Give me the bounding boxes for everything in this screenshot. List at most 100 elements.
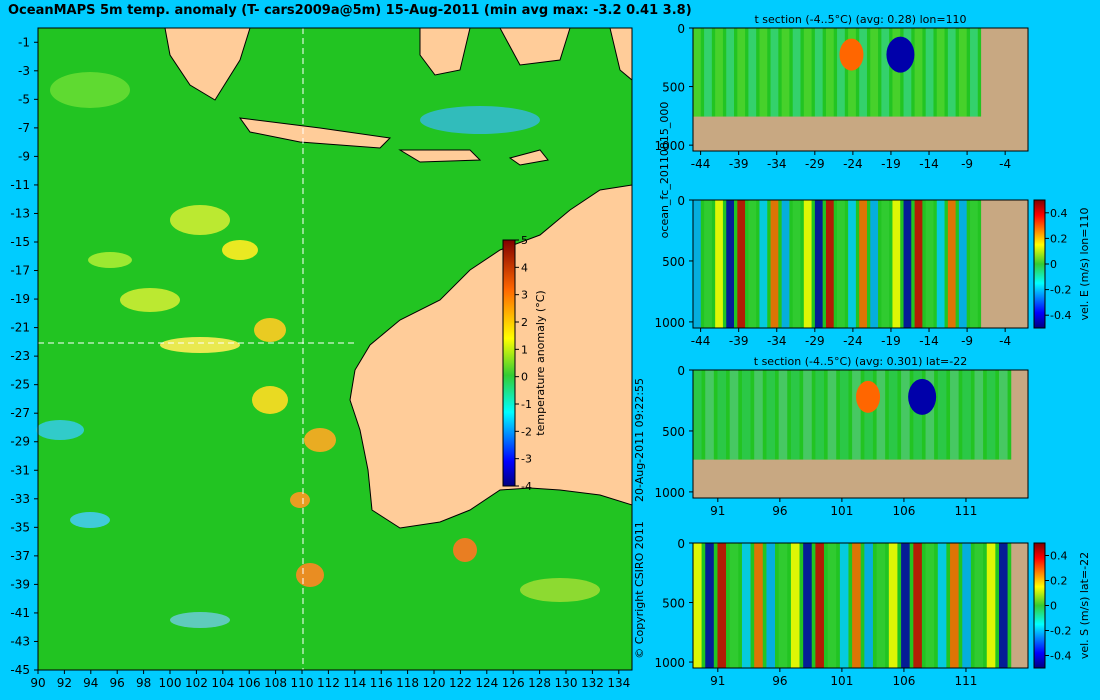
panel-field-band <box>825 28 834 117</box>
panel-field-band <box>827 543 837 668</box>
panel-field-band <box>741 370 751 460</box>
panel-frame <box>692 369 1029 499</box>
map-x-tick-label: 128 <box>528 676 551 690</box>
panel-x-tick-label: 96 <box>772 674 787 688</box>
panel-y-tick-label: 0 <box>677 364 685 378</box>
panel-colorbar-tick-label: 0.2 <box>1050 232 1068 245</box>
map-y-tick-label: -9 <box>18 149 30 163</box>
map-y-tick-label: -15 <box>10 235 30 249</box>
panel-field-band <box>892 200 901 328</box>
panel-field-band <box>803 28 812 117</box>
landmass <box>164 27 633 529</box>
panel-field-band <box>741 543 751 668</box>
map-y-tick-label: -13 <box>10 206 30 220</box>
panel-field-band <box>950 543 959 668</box>
panel-field-band <box>705 370 714 460</box>
panel-colorbar-tick-label: 0.4 <box>1050 207 1068 220</box>
panel-field-band <box>759 200 768 328</box>
panel-field-band <box>962 543 971 668</box>
panel-x-tick-label: -39 <box>729 157 749 171</box>
section-panel-2: -44 -39 -34 -29 -24 -19 -14 -9 -4 0 500 1000 0.4 0.2 0… <box>654 194 1091 348</box>
panel-field-band <box>903 28 912 117</box>
map-panel: 90 92 94 96 98 100 102 104 106 108 110 112 114 116 118… <box>10 27 633 690</box>
panel-field-band <box>903 200 912 328</box>
panel-field-band <box>925 370 935 460</box>
panel-colorbar-tick-label: 0 <box>1050 258 1057 271</box>
panel-field-band <box>766 543 776 668</box>
panel-field-band <box>947 200 956 328</box>
panel-field-band <box>974 543 984 668</box>
panel-field-band <box>937 543 947 668</box>
chart-title: OceanMAPS 5m temp. anomaly (T- cars2009a… <box>8 3 692 18</box>
section-panel-1: -44 -39 -34 -29 -24 -19 -14 -9 -4 0 500 1000 t secti… <box>654 13 1029 171</box>
map-colorbar <box>502 239 516 487</box>
map-x-tick-label: 134 <box>607 676 630 690</box>
panel-field-band <box>876 543 886 668</box>
run-id-label: ocean_fc_20110815_000 <box>658 102 671 239</box>
panel-field-band <box>792 200 801 328</box>
panel-field-band <box>892 28 901 117</box>
panel-colorbar <box>1033 542 1046 669</box>
panel-field-band <box>848 28 856 117</box>
panel-colorbar-tick-label: 0.4 <box>1050 550 1068 563</box>
panel-field-band <box>913 370 922 460</box>
map-x-tick-label: 94 <box>83 676 98 690</box>
panel-field-band <box>814 28 823 117</box>
panel-warm-core <box>839 38 864 71</box>
panel-field-band <box>729 370 739 460</box>
map-x-tick-label: 116 <box>370 676 393 690</box>
panel-field-band <box>859 28 867 117</box>
panel-x-tick-label: -34 <box>767 334 787 348</box>
panel-field-band <box>778 543 788 668</box>
map-x-tick-label: 124 <box>475 676 498 690</box>
panel-field-band <box>815 370 824 460</box>
map-frame <box>37 27 633 671</box>
map-colorbar-ticks: 5 4 3 2 1 0 -1 -2 -3 -4 <box>515 234 532 493</box>
panel-title: t section (-4..5°C) (avg: 0.301) lat=-22 <box>754 355 967 368</box>
map-colorbar-tick-label: 2 <box>521 316 528 329</box>
panel-field-band <box>770 200 779 328</box>
panel-field-band <box>715 28 723 117</box>
map-y-tick-label: -41 <box>10 606 30 620</box>
map-x-tick-label: 118 <box>396 676 419 690</box>
panel-x-tick-label: -9 <box>961 334 973 348</box>
section-panel-3: 91 96 101 106 111 0 500 1000 t section (-4..5°C)… <box>654 355 1029 518</box>
panel-field-band <box>729 543 739 668</box>
panel-field-band <box>754 543 763 668</box>
panel-x-tick-label: 111 <box>955 504 978 518</box>
panel-field-band <box>925 543 935 668</box>
panel-field-band <box>705 543 714 668</box>
panel-field-band <box>901 543 910 668</box>
panel-field-band <box>748 200 757 328</box>
panel-field-band <box>962 370 971 460</box>
panel-field-band <box>839 370 849 460</box>
panel-field-band <box>770 28 779 117</box>
panel-field-band <box>754 370 763 460</box>
panel-y-tick-label: 500 <box>662 425 685 439</box>
panel-field-band <box>970 28 978 117</box>
panel-x-tick-label: 91 <box>710 674 725 688</box>
map-y-tick-label: -27 <box>10 406 30 420</box>
panel-field-band <box>827 370 837 460</box>
map-y-tick-label: -29 <box>10 435 30 449</box>
map-x-tick-label: 96 <box>110 676 125 690</box>
panel-field-band <box>950 370 959 460</box>
panel-field-band <box>870 28 879 117</box>
map-y-tick-label: -45 <box>10 663 30 677</box>
panel-field-band <box>803 543 812 668</box>
panel-field-band <box>704 200 712 328</box>
panel-warm-core <box>856 380 881 413</box>
panel-field-band <box>914 200 923 328</box>
panel-colorbar-tick-label: -0.2 <box>1050 625 1071 638</box>
panel-x-tick-label: -14 <box>919 334 939 348</box>
panel-field-band <box>852 370 861 460</box>
panel-cold-core <box>886 36 915 73</box>
map-colorbar-tick-label: -4 <box>521 480 532 493</box>
panel-field-band <box>693 28 701 117</box>
panel-field-band <box>693 200 701 328</box>
map-x-tick-label: 108 <box>264 676 287 690</box>
panel-field-band <box>881 28 890 117</box>
panel-y-tick-label: 0 <box>677 537 685 551</box>
panel-field-band <box>726 200 734 328</box>
